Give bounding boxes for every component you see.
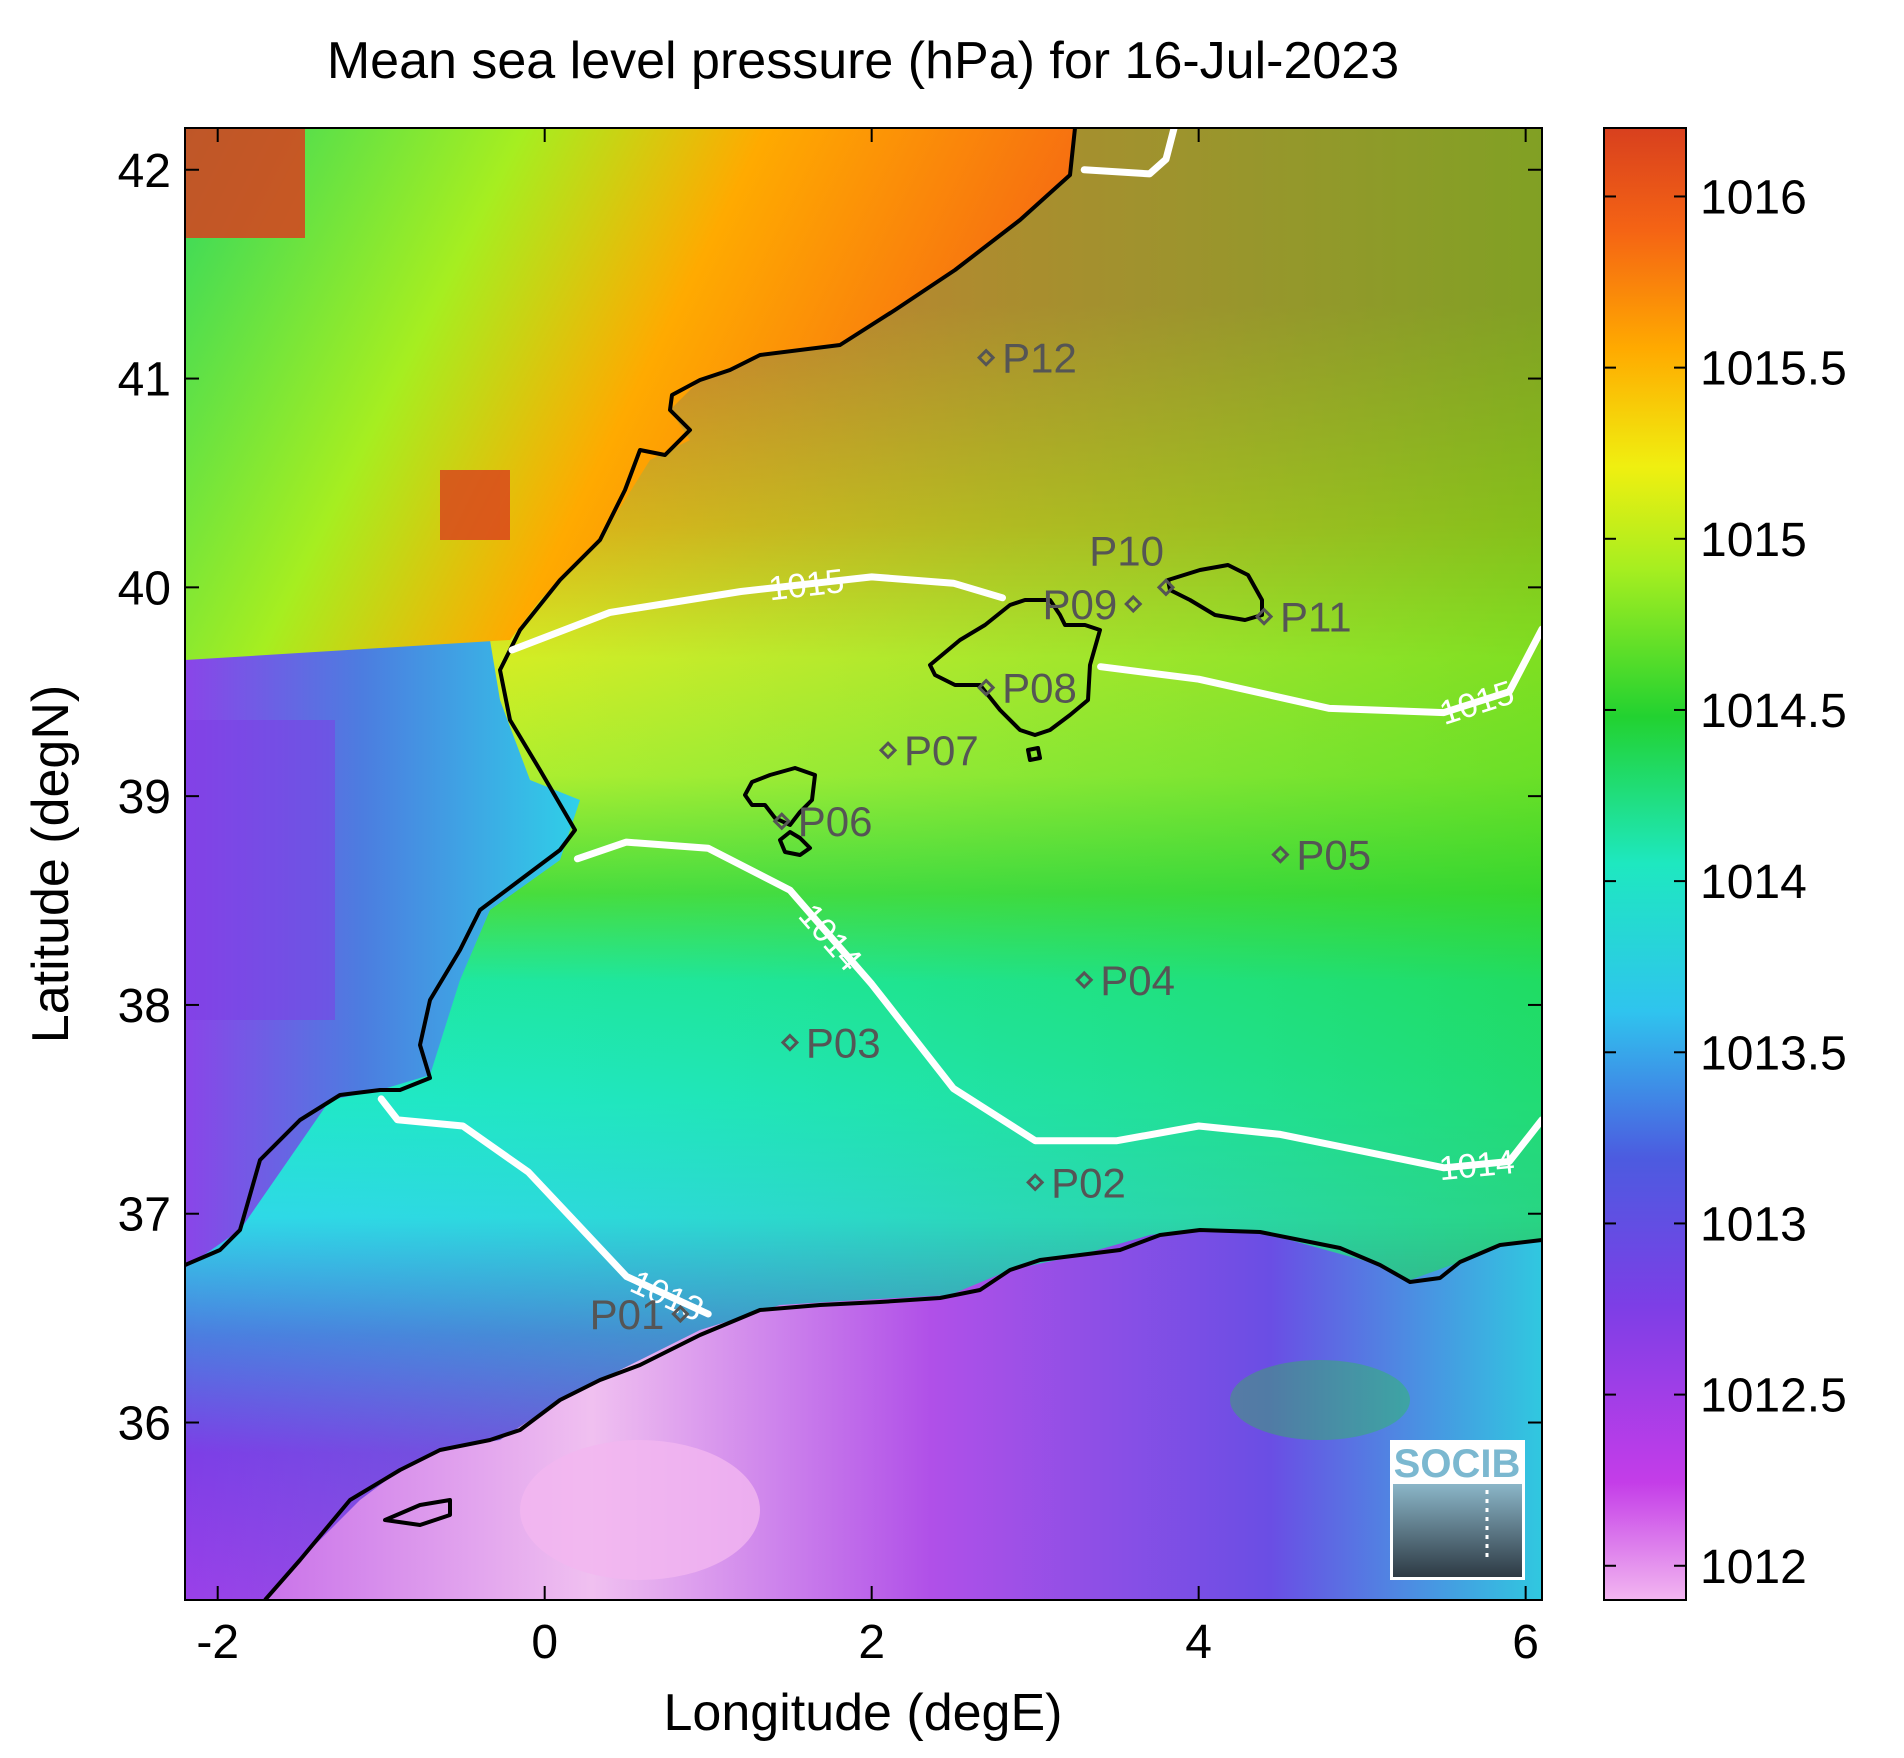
colorbar-tick-label: 1012 (1700, 1541, 1807, 1594)
x-tick-label: 4 (1185, 1616, 1212, 1669)
isobar-label: 1014 (1437, 1143, 1516, 1188)
colorbar-tick-label: 1016 (1700, 171, 1807, 224)
pressure-field (185, 128, 1542, 1600)
x-tick-label: 6 (1512, 1616, 1539, 1669)
station-marker (878, 741, 898, 760)
station-p02: P02 (1026, 1159, 1126, 1206)
island-cabrera (1026, 746, 1042, 762)
station-p01: P01 (590, 1291, 690, 1338)
land-iberia-north (185, 128, 1075, 660)
station-marker (1124, 594, 1143, 614)
station-p07: P07 (878, 727, 979, 774)
station-p10: P10 (1089, 527, 1176, 597)
station-marker (772, 812, 791, 831)
y-axis-label: Latitude (degN) (22, 685, 80, 1043)
station-p03: P03 (780, 1020, 881, 1067)
x-tick-label: 2 (858, 1616, 885, 1669)
station-marker (1156, 578, 1176, 597)
station-p06: P06 (772, 798, 873, 845)
station-marker (671, 1304, 690, 1324)
colorbar-tick-label: 1013 (1700, 1198, 1807, 1251)
y-tick-label: 37 (118, 1189, 171, 1242)
map-title: Mean sea level pressure (hPa) for 16-Jul… (327, 32, 1399, 90)
station-label: P02 (1051, 1159, 1126, 1206)
coastline-north-africa (263, 1228, 1542, 1600)
colorbar-tick-label: 1015 (1700, 514, 1807, 567)
isobar-1015-line (1080, 128, 1178, 178)
station-marker (1254, 607, 1274, 626)
isobar-label: 1015 (767, 562, 846, 608)
station-label: P06 (798, 798, 873, 845)
colorbar (1603, 127, 1687, 1601)
y-tick-label: 42 (118, 145, 171, 198)
colorbar-tick-label: 1012.5 (1700, 1370, 1847, 1423)
y-axis-ticks: 36 37 38 39 40 41 42 (118, 145, 1542, 1451)
isobar-1013-line (377, 1095, 712, 1318)
station-label: P08 (1002, 665, 1077, 712)
station-marker (976, 348, 996, 367)
colorbar-ticks: 1016 1015.5 1015 1014.5 1014 1013.5 1013 1012.5… (1604, 171, 1847, 1594)
station-label: P09 (1043, 581, 1118, 628)
station-p04: P04 (1075, 957, 1175, 1004)
station-marker (1075, 970, 1094, 990)
socib-logo-text: SOCIB (1394, 1442, 1521, 1486)
colorbar-tick-label: 1013.5 (1700, 1027, 1847, 1080)
island-formentera (778, 830, 812, 857)
x-tick-label: -2 (196, 1616, 239, 1669)
x-tick-label: 0 (531, 1616, 558, 1669)
y-tick-label: 41 (118, 354, 171, 407)
station-label: P05 (1296, 832, 1371, 879)
y-tick-label: 38 (118, 980, 171, 1033)
map-frame (184, 127, 1543, 1601)
station-label: P03 (806, 1020, 881, 1067)
x-axis-ticks: -2 0 2 4 6 (196, 128, 1539, 1669)
coastline-iberia (185, 128, 1077, 1267)
station-label: P07 (904, 727, 979, 774)
x-axis-label: Longitude (degE) (664, 1684, 1063, 1742)
y-tick-label: 36 (118, 1398, 171, 1451)
island-alboran-coast (383, 1498, 452, 1527)
station-p11: P11 (1254, 594, 1352, 641)
station-label: P11 (1280, 594, 1352, 641)
colorbar-tick-label: 1015.5 (1700, 343, 1847, 396)
station-marker (976, 678, 996, 697)
isobar-1014-line (573, 838, 1542, 1172)
station-marker (1271, 845, 1290, 864)
station-label: P01 (590, 1291, 665, 1338)
y-tick-label: 40 (118, 562, 171, 615)
station-marker (780, 1033, 800, 1052)
colorbar-tick-label: 1014 (1700, 856, 1807, 909)
station-label: P04 (1100, 957, 1175, 1004)
station-p09: P09 (1043, 581, 1143, 628)
station-marker (1026, 1173, 1045, 1192)
island-ibiza (743, 766, 817, 827)
isobar-1015-line (508, 573, 1006, 654)
y-tick-label: 39 (118, 771, 171, 824)
station-p08: P08 (976, 665, 1077, 712)
isobar-1015-line (1097, 625, 1542, 717)
station-label: P10 (1089, 527, 1164, 574)
socib-logo: SOCIB (1390, 1440, 1525, 1580)
station-points: P01 P02 P03 P04 P05 P06 P07 P08 P09 P10 P11 P12 (590, 335, 1371, 1338)
station-label: P12 (1002, 335, 1077, 382)
colorbar-tick-label: 1014.5 (1700, 685, 1847, 738)
island-menorca (1166, 563, 1264, 622)
station-p12: P12 (976, 335, 1077, 382)
station-p05: P05 (1271, 832, 1371, 879)
